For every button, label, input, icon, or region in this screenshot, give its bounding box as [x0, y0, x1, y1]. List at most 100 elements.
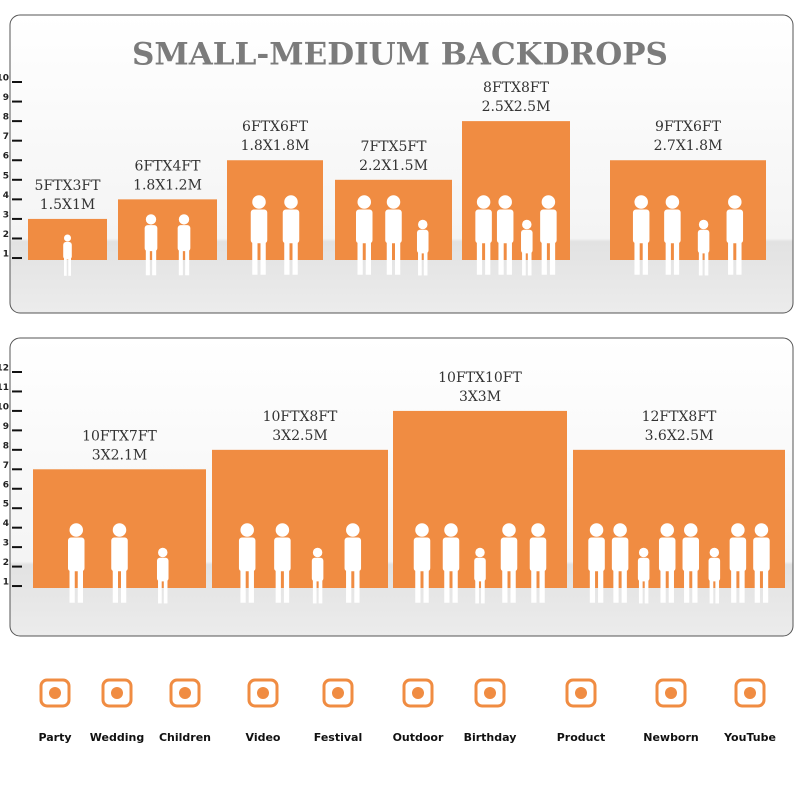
- silhouette: [112, 569, 118, 603]
- silhouette: [642, 241, 648, 275]
- icon-label: Wedding: [90, 731, 144, 744]
- icon-label: Product: [557, 731, 606, 744]
- icon-shape: [101, 678, 133, 708]
- silhouette: [178, 214, 190, 225]
- icon-shape: [257, 687, 269, 699]
- silhouette: [311, 557, 324, 582]
- silhouette: [715, 579, 720, 604]
- icon-shape: [111, 687, 123, 699]
- silhouette: [312, 579, 317, 604]
- silhouette: [502, 569, 508, 603]
- silhouette: [728, 241, 734, 275]
- backdrop-bar: [227, 160, 323, 260]
- silhouette: [522, 219, 532, 230]
- silhouette: [531, 523, 545, 537]
- backdrop-bar: [573, 449, 785, 588]
- silhouette: [156, 557, 169, 582]
- silhouette: [444, 523, 458, 537]
- silhouette: [476, 195, 491, 209]
- silhouette: [684, 569, 690, 603]
- silhouette: [145, 249, 150, 276]
- icon-shape: [665, 687, 677, 699]
- size-label: 2.7X1.8M: [654, 138, 723, 154]
- silhouette: [475, 209, 492, 244]
- silhouette: [177, 225, 191, 252]
- backdrop-bar: [212, 449, 388, 588]
- silhouette: [357, 195, 371, 209]
- icon: [247, 678, 279, 708]
- silhouette: [728, 195, 742, 209]
- silhouette: [729, 537, 747, 572]
- silhouette: [312, 547, 323, 558]
- silhouette: [395, 241, 401, 275]
- tick-label: 4: [3, 191, 9, 201]
- tick-label: 8: [3, 441, 9, 451]
- tick-label: 6: [3, 152, 9, 162]
- icon-shape: [179, 687, 191, 699]
- silhouette: [284, 241, 290, 275]
- silhouette: [238, 537, 256, 572]
- silhouette: [252, 241, 258, 275]
- backdrop: [573, 449, 785, 604]
- silhouette: [386, 195, 401, 209]
- size-label: 1.8X1.2M: [133, 177, 202, 193]
- silhouette: [736, 241, 742, 275]
- silhouette: [365, 241, 371, 275]
- silhouette: [354, 569, 360, 603]
- tick-label: 7: [3, 132, 9, 142]
- silhouette: [621, 569, 627, 603]
- silhouette: [413, 537, 431, 572]
- size-label: 7FTX5FT: [361, 139, 428, 155]
- silhouette: [275, 569, 281, 603]
- icon: [39, 678, 71, 708]
- backdrop: [212, 449, 388, 604]
- silhouette: [541, 241, 547, 275]
- silhouette: [318, 579, 323, 604]
- tick-label: 2: [3, 230, 9, 240]
- icon-label: Newborn: [643, 731, 699, 744]
- size-label: 2.5X2.5M: [482, 99, 551, 115]
- size-label: 10FTX10FT: [438, 370, 522, 386]
- silhouette: [418, 219, 428, 230]
- tick-label: 7: [3, 461, 9, 471]
- silhouette: [739, 569, 745, 603]
- silhouette: [240, 523, 254, 537]
- size-label: 6FTX6FT: [242, 119, 309, 135]
- silhouette: [68, 537, 85, 572]
- icon: [402, 678, 434, 708]
- silhouette: [754, 523, 769, 537]
- size-label: 3X2.1M: [92, 447, 147, 463]
- silhouette: [63, 234, 72, 242]
- icon-shape: [169, 678, 201, 708]
- size-label: 2.2X1.5M: [359, 158, 428, 174]
- silhouette: [346, 523, 360, 537]
- size-label: 6FTX4FT: [135, 158, 202, 174]
- silhouette: [684, 523, 698, 537]
- silhouette: [356, 209, 373, 244]
- silhouette: [506, 241, 512, 275]
- silhouette: [668, 569, 674, 603]
- silhouette: [418, 251, 422, 276]
- backdrop: [33, 469, 206, 604]
- size-label: 1.8X1.8M: [241, 138, 310, 154]
- silhouette: [496, 209, 514, 244]
- silhouette: [664, 209, 681, 244]
- silhouette: [452, 569, 458, 603]
- silhouette: [416, 229, 429, 254]
- silhouette: [385, 209, 402, 244]
- silhouette: [158, 547, 168, 558]
- silhouette: [709, 579, 714, 604]
- silhouette: [673, 241, 680, 275]
- silhouette: [144, 225, 158, 252]
- silhouette: [498, 195, 512, 209]
- silhouette: [522, 251, 526, 276]
- icon-shape: [402, 678, 434, 708]
- icon-shape: [322, 678, 354, 708]
- silhouette: [632, 209, 650, 244]
- tick-label: 1: [3, 578, 9, 588]
- icon-label: Video: [246, 731, 281, 744]
- silhouette: [475, 547, 485, 558]
- icon: [474, 678, 506, 708]
- silhouette: [754, 569, 760, 603]
